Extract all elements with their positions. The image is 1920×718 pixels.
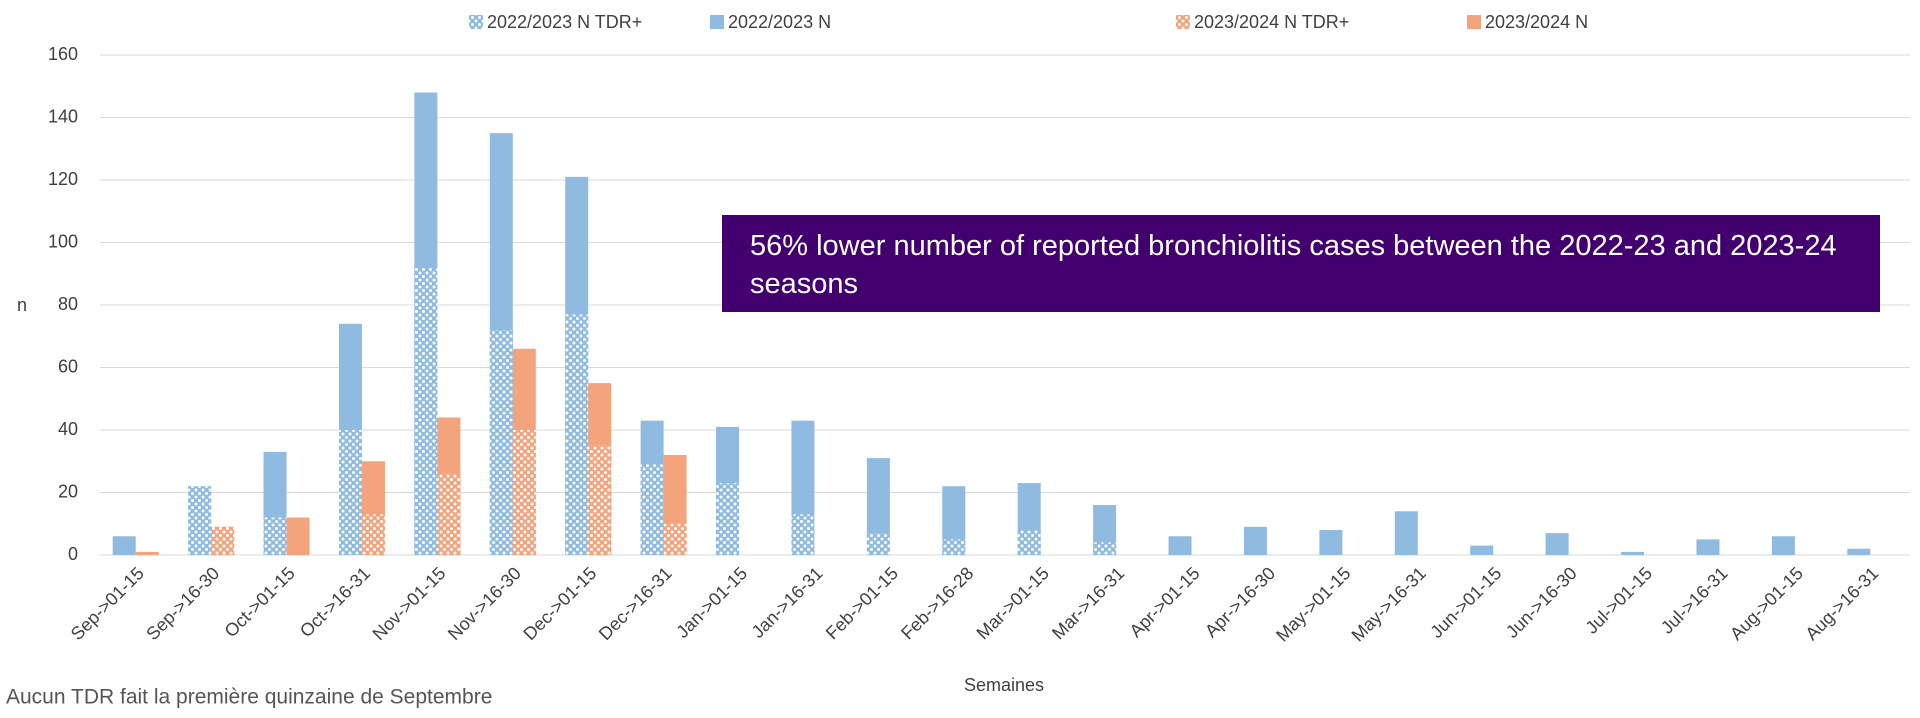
y-tick-label: 60 bbox=[58, 356, 78, 376]
x-tick-label: Jan->16-31 bbox=[748, 563, 827, 642]
x-tick-label: Jul->01-15 bbox=[1582, 563, 1657, 638]
x-tick-label: Oct->16-31 bbox=[296, 563, 374, 641]
legend-swatch bbox=[1467, 15, 1481, 29]
y-tick-label: 20 bbox=[58, 481, 78, 501]
bar bbox=[414, 267, 438, 555]
x-tick-label: Sep->16-30 bbox=[142, 563, 223, 644]
bar bbox=[716, 483, 740, 555]
bar bbox=[112, 536, 136, 555]
bar bbox=[338, 430, 362, 555]
bar bbox=[1168, 536, 1192, 555]
x-tick-label: Dec->16-31 bbox=[595, 563, 676, 644]
x-tick-label: Apr->01-15 bbox=[1126, 563, 1204, 641]
bar bbox=[565, 314, 589, 555]
bar bbox=[942, 539, 966, 555]
legend-label: 2023/2024 N bbox=[1485, 12, 1588, 32]
x-tick-label: Nov->01-15 bbox=[369, 563, 450, 644]
bar bbox=[1696, 539, 1720, 555]
x-tick-label: Jul->16-31 bbox=[1657, 563, 1732, 638]
bar bbox=[663, 523, 687, 555]
x-tick-label: Nov->16-30 bbox=[444, 563, 525, 644]
x-tick-label: Apr->16-30 bbox=[1201, 563, 1279, 641]
bar bbox=[135, 551, 159, 555]
bar bbox=[211, 526, 235, 555]
bar bbox=[188, 486, 212, 555]
legend-label: 2022/2023 N bbox=[728, 12, 831, 32]
bar bbox=[1545, 533, 1569, 555]
legend-label: 2023/2024 N TDR+ bbox=[1194, 12, 1349, 32]
x-tick-label: Jun->01-15 bbox=[1426, 563, 1505, 642]
footnote: Aucun TDR fait la première quinzaine de … bbox=[6, 686, 492, 709]
bar bbox=[286, 517, 310, 555]
y-tick-label: 100 bbox=[48, 231, 78, 251]
annotation: 56% lower number of reported bronchiolit… bbox=[722, 215, 1880, 312]
x-tick-label: May->16-31 bbox=[1348, 563, 1430, 645]
y-tick-label: 160 bbox=[48, 44, 78, 64]
bar bbox=[1243, 526, 1267, 555]
bar bbox=[1470, 545, 1494, 555]
y-axis-label: n bbox=[17, 295, 27, 315]
bar bbox=[1771, 536, 1795, 555]
x-tick-label: Oct->01-15 bbox=[221, 563, 299, 641]
y-tick-label: 120 bbox=[48, 169, 78, 189]
x-tick-label: Mar->01-15 bbox=[973, 563, 1053, 643]
bar bbox=[1319, 530, 1343, 555]
x-axis-label: Semaines bbox=[964, 675, 1044, 695]
y-tick-label: 80 bbox=[58, 294, 78, 314]
y-tick-label: 40 bbox=[58, 419, 78, 439]
bar bbox=[1394, 511, 1418, 555]
bar bbox=[588, 445, 612, 555]
x-tick-label: Dec->01-15 bbox=[519, 563, 600, 644]
x-tick-label: Aug->16-31 bbox=[1801, 563, 1882, 644]
legend-swatch bbox=[469, 15, 483, 29]
x-tick-label: Sep->01-15 bbox=[67, 563, 148, 644]
bar bbox=[942, 486, 966, 555]
bar bbox=[361, 514, 385, 555]
x-tick-label: May->01-15 bbox=[1272, 563, 1354, 645]
bar bbox=[437, 473, 461, 555]
x-tick-label: Feb->16-28 bbox=[897, 563, 977, 643]
bar bbox=[791, 514, 815, 555]
bar bbox=[866, 458, 890, 555]
bar bbox=[1093, 542, 1117, 555]
y-tick-label: 0 bbox=[68, 544, 78, 564]
bar bbox=[1621, 551, 1645, 555]
bar bbox=[263, 517, 287, 555]
bar bbox=[866, 533, 890, 555]
bar bbox=[489, 330, 513, 555]
bar bbox=[512, 430, 536, 555]
x-tick-label: Jan->01-15 bbox=[672, 563, 751, 642]
legend-swatch bbox=[710, 15, 724, 29]
x-tick-label: Mar->16-31 bbox=[1048, 563, 1128, 643]
x-tick-label: Aug->01-15 bbox=[1726, 563, 1807, 644]
legend-label: 2022/2023 N TDR+ bbox=[487, 12, 642, 32]
y-tick-label: 140 bbox=[48, 106, 78, 126]
bar bbox=[1017, 530, 1041, 555]
x-tick-label: Feb->01-15 bbox=[822, 563, 902, 643]
bar bbox=[640, 464, 664, 555]
bar bbox=[1847, 548, 1871, 555]
x-tick-label: Jun->16-30 bbox=[1502, 563, 1581, 642]
legend-swatch bbox=[1176, 15, 1190, 29]
